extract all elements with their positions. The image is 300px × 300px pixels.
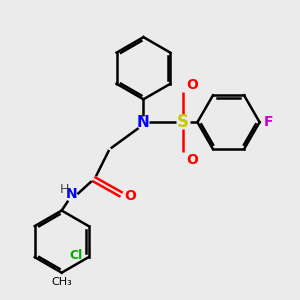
Text: Cl: Cl — [70, 249, 83, 262]
Text: N: N — [137, 115, 150, 130]
Text: O: O — [186, 153, 198, 167]
Text: H: H — [60, 183, 69, 196]
Text: O: O — [124, 189, 136, 203]
Text: F: F — [264, 115, 274, 129]
Text: O: O — [186, 78, 198, 92]
Text: N: N — [66, 187, 77, 201]
Text: CH₃: CH₃ — [51, 277, 72, 287]
Text: S: S — [177, 113, 189, 131]
